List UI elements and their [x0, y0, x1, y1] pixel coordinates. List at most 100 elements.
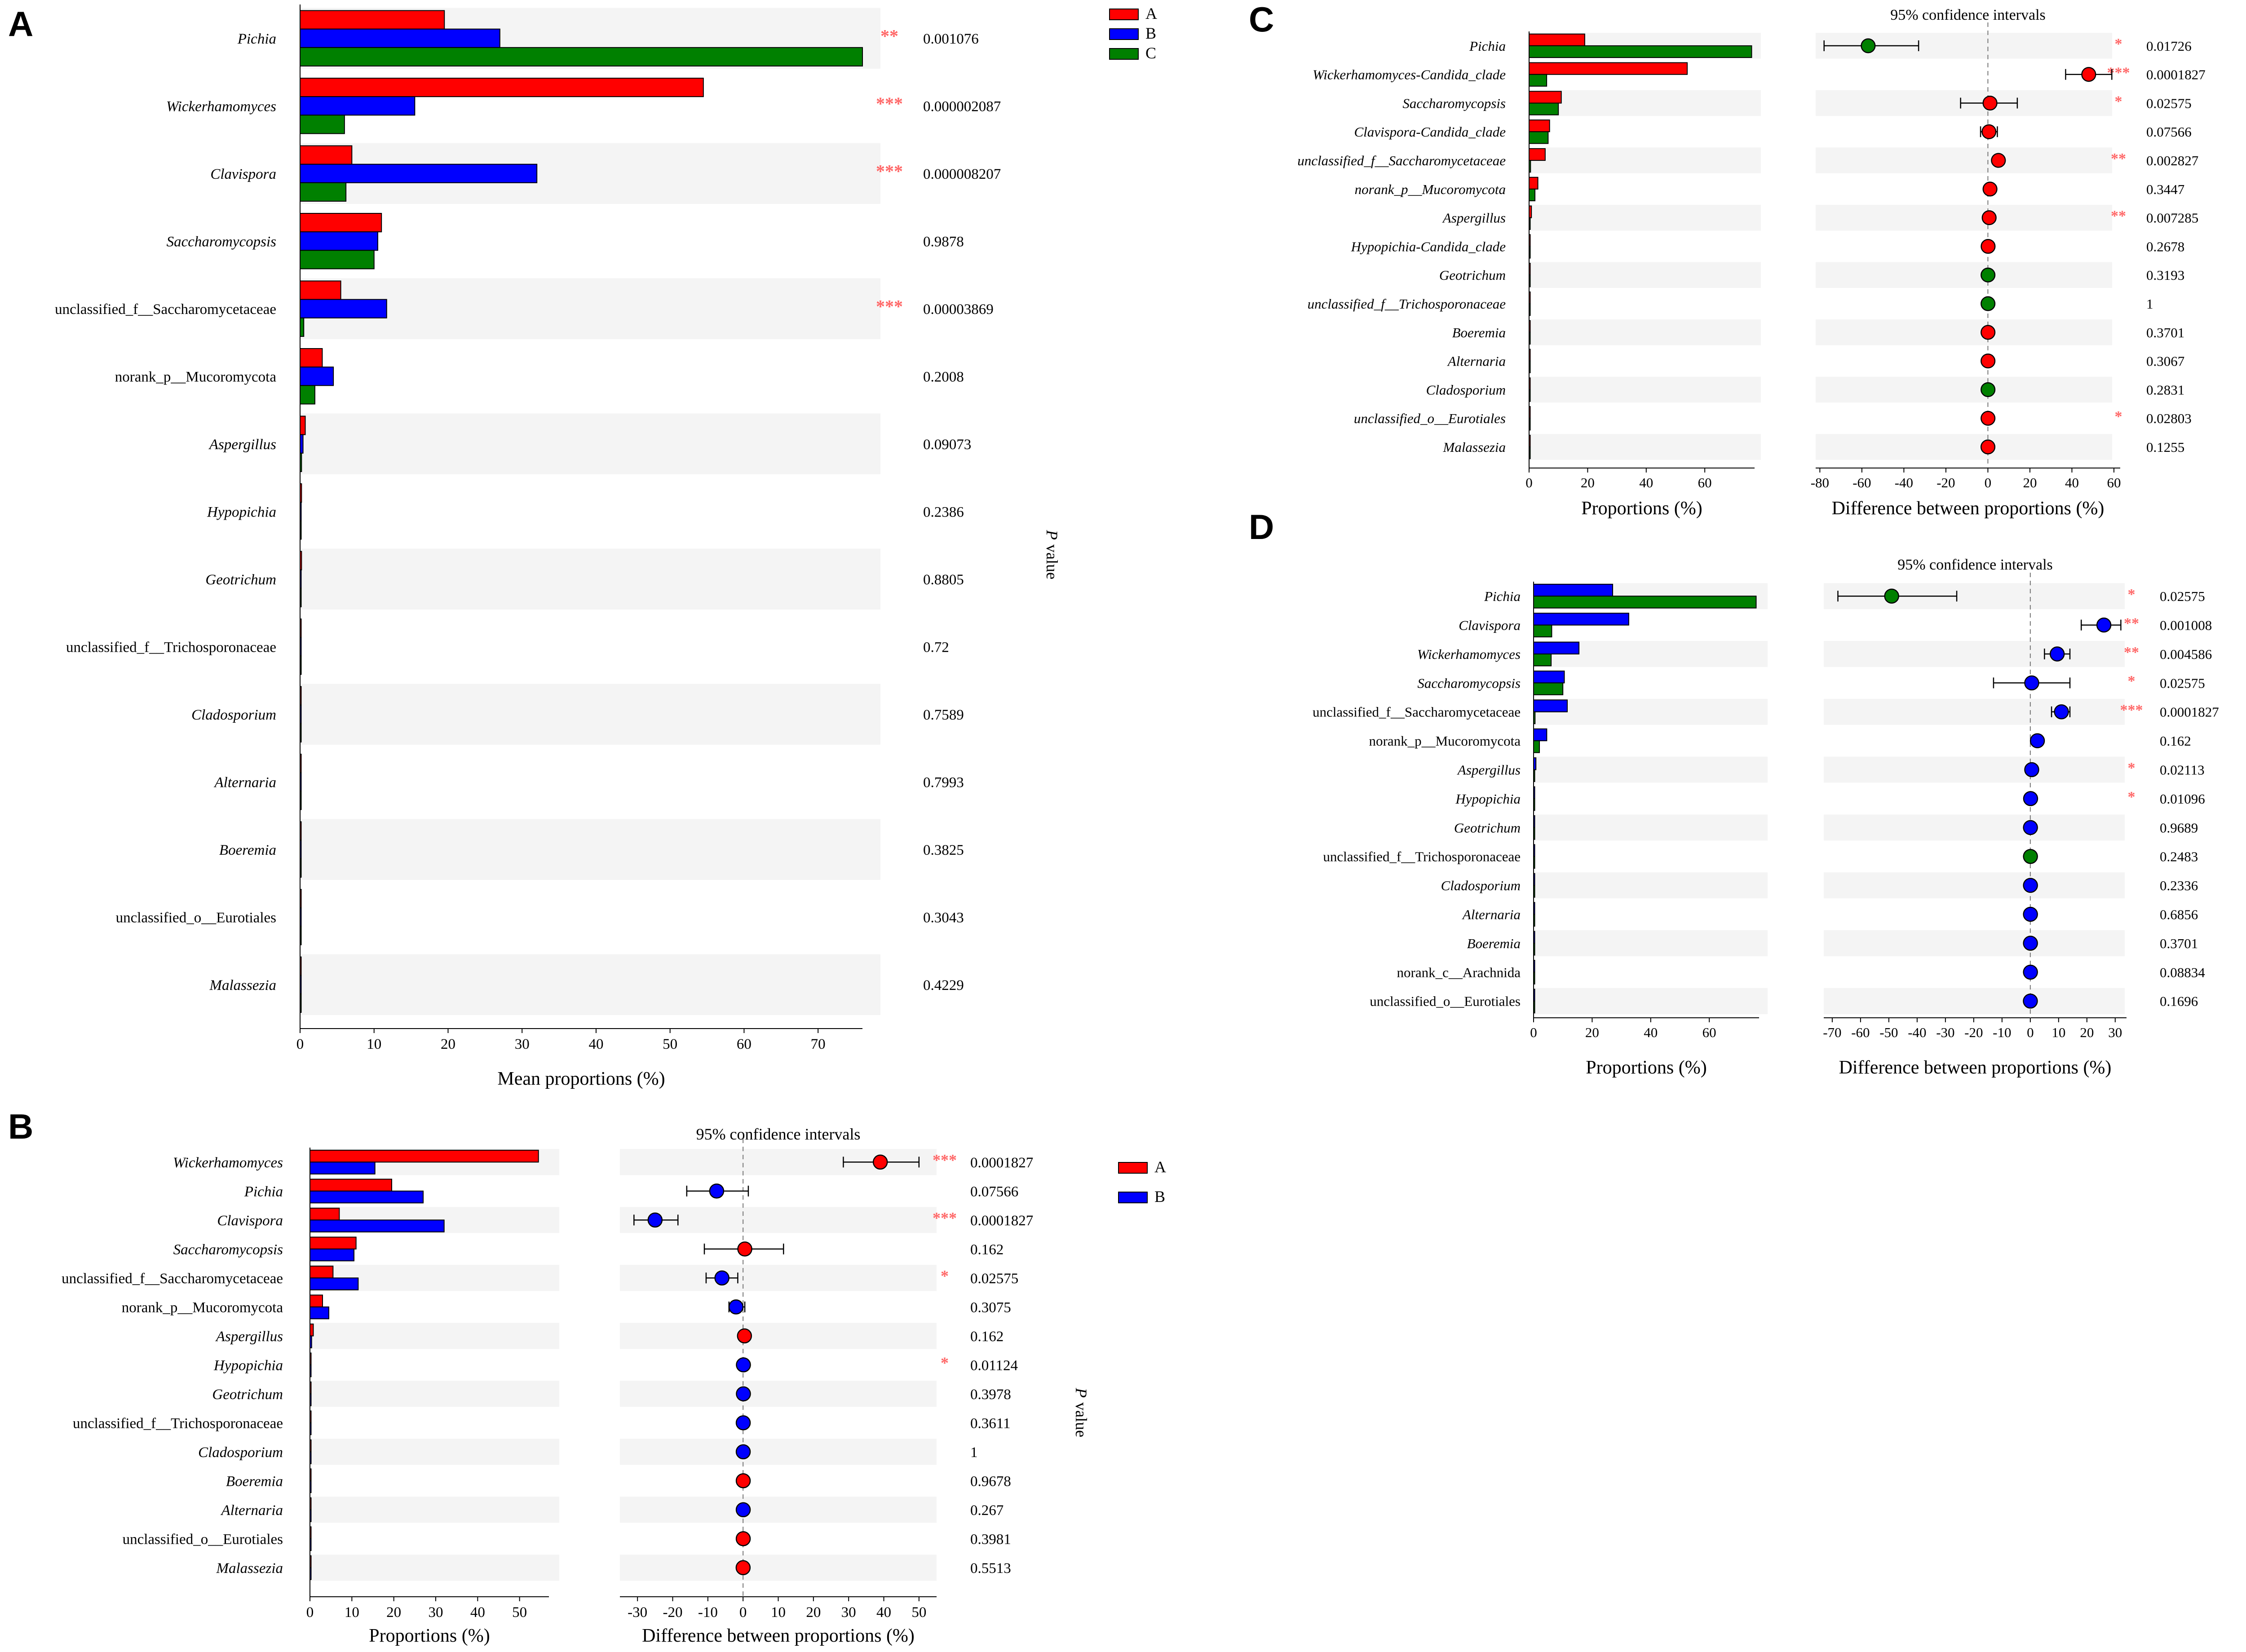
- category-label: Alternaria: [221, 1502, 283, 1519]
- bar-a: [300, 78, 704, 97]
- category-label: norank_p__Mucoromycota: [115, 369, 277, 385]
- p-value: 0.7993: [923, 774, 964, 791]
- p-value: 0.07566: [2146, 124, 2192, 140]
- category-label: unclassified_f__Trichosporonaceae: [1323, 849, 1521, 865]
- ci-x-tick-label: -20: [1964, 1025, 1983, 1040]
- bar-b: [300, 28, 500, 48]
- category-label: Hypopichia: [1455, 791, 1521, 807]
- ci-row-stripe: [1816, 376, 2112, 403]
- ci-point: [2023, 820, 2038, 835]
- ci-row-stripe: [1824, 814, 2125, 841]
- legend-label: A: [1145, 4, 1157, 22]
- x-tick-label: 20: [386, 1604, 401, 1621]
- p-value: 0.3701: [2160, 936, 2198, 951]
- ci-x-tick-label: -20: [663, 1604, 683, 1621]
- legend-label: B: [1145, 24, 1156, 42]
- p-value: 0.7589: [923, 707, 964, 723]
- significance-stars: *: [2128, 760, 2135, 776]
- p-value: 0.09073: [923, 437, 971, 453]
- row-stripe: [310, 1497, 559, 1523]
- ci-point: [2096, 617, 2112, 633]
- p-value: 0.2008: [923, 369, 964, 385]
- bar-c: [300, 115, 345, 134]
- category-label: Alternaria: [214, 774, 277, 791]
- bar-c: [1529, 188, 1536, 202]
- x-tick-label: 30: [515, 1036, 530, 1052]
- p-value: 0.02575: [2146, 95, 2192, 111]
- x-tick-label: 60: [737, 1036, 752, 1052]
- category-label: Clavispora: [217, 1213, 283, 1229]
- ci-point: [709, 1184, 725, 1199]
- x-tick-label: 0: [1530, 1025, 1537, 1040]
- p-value: 0.2336: [2160, 878, 2198, 893]
- significance-stars: ***: [876, 161, 903, 181]
- significance-stars: **: [2124, 644, 2139, 661]
- ci-x-tick-label: 30: [2108, 1025, 2122, 1040]
- p-value: 0.00003869: [923, 301, 994, 318]
- x-tick-label: 0: [306, 1604, 314, 1621]
- ci-x-tick-label: 10: [2051, 1025, 2065, 1040]
- ci-point: [735, 1502, 751, 1517]
- category-label: Wickerhamomyces: [166, 98, 276, 115]
- significance-stars: ***: [933, 1151, 957, 1169]
- p-value-axis-label: Pvalue: [1072, 1387, 1090, 1437]
- category-label: unclassified_f__Trichosporonaceae: [66, 639, 276, 655]
- significance-stars: *: [941, 1267, 949, 1285]
- ci-point: [2054, 704, 2069, 720]
- ci-x-tick-label: 0: [2027, 1025, 2034, 1040]
- x-tick-label: 60: [1698, 475, 1712, 490]
- p-value: 0.02575: [2160, 675, 2205, 691]
- bar-a: [1529, 148, 1546, 161]
- category-label: unclassified_o__Eurotiales: [1354, 411, 1506, 426]
- panel-a: A Pichia ** 0.001076 Wickerhamomyces *** 0.000…: [8, 4, 1157, 1089]
- ci-point: [736, 1357, 751, 1373]
- ci-x-tick-label: -20: [1937, 475, 1955, 490]
- ci-point: [1981, 353, 1996, 369]
- ci-point: [2023, 791, 2038, 806]
- p-value: 0.162: [970, 1329, 1004, 1345]
- ci-point: [1981, 124, 1997, 139]
- category-label: Saccharomycopsis: [173, 1241, 283, 1258]
- p-value: 0.3067: [2146, 353, 2184, 369]
- ci-point: [1884, 588, 1899, 604]
- p-value: 0.5513: [970, 1560, 1011, 1577]
- bar-b: [1533, 641, 1580, 654]
- row-stripe: [1534, 698, 1768, 725]
- category-label: unclassified_f__Trichosporonaceae: [1308, 296, 1506, 312]
- ci-x-tick-label: -10: [1993, 1025, 2011, 1040]
- significance-stars: *: [2128, 789, 2135, 805]
- p-value: 0.3701: [2146, 325, 2184, 340]
- row-stripe: [300, 278, 880, 339]
- p-value: 0.2483: [2160, 849, 2198, 865]
- ci-point: [1981, 411, 1996, 426]
- row-stripe: [1529, 434, 1761, 460]
- category-label: Aspergillus: [1442, 210, 1506, 226]
- p-value: 0.3193: [2146, 267, 2184, 283]
- category-label: Clavispora-Candida_clade: [1354, 124, 1506, 140]
- ci-point: [1982, 95, 1998, 111]
- p-value-axis-label-p: P: [1072, 1387, 1090, 1398]
- category-label: Alternaria: [1447, 353, 1506, 369]
- category-label: Clavispora: [210, 166, 276, 182]
- ci-point: [1981, 325, 1996, 340]
- ci-point: [2024, 675, 2039, 691]
- legend-label: C: [1145, 44, 1156, 62]
- p-value: 0.0001827: [970, 1213, 1033, 1229]
- p-value: 0.01124: [970, 1357, 1018, 1374]
- row-stripe: [300, 548, 880, 610]
- row-stripe: [1529, 90, 1761, 116]
- ci-point: [2024, 762, 2039, 777]
- p-value: 0.02575: [970, 1271, 1018, 1287]
- category-label: unclassified_f__Saccharomycetaceae: [62, 1271, 283, 1287]
- p-value: 0.02113: [2160, 762, 2205, 777]
- panel-letter: C: [1249, 0, 1274, 39]
- bar-c: [1533, 624, 1552, 638]
- ci-x-tick-label: -40: [1895, 475, 1913, 490]
- bar-b: [300, 367, 334, 386]
- bar-b: [1533, 613, 1629, 626]
- category-label: Saccharomycopsis: [1402, 95, 1506, 111]
- legend-swatch: [1109, 48, 1139, 60]
- significance-stars: *: [941, 1354, 949, 1372]
